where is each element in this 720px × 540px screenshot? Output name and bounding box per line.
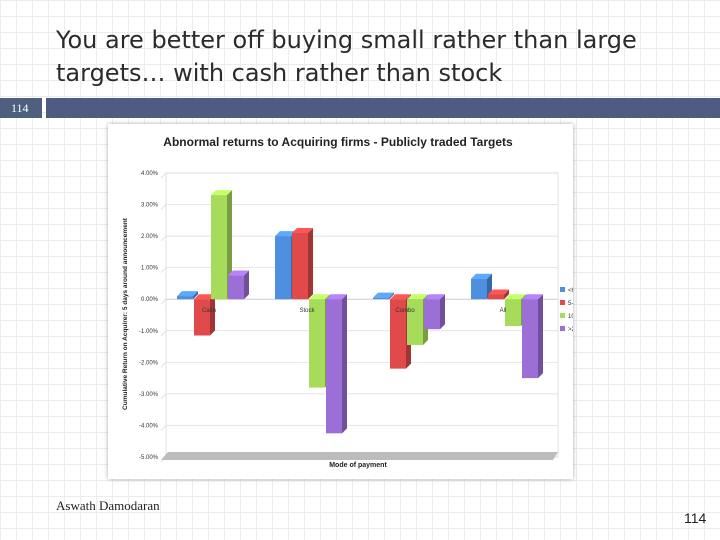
bar-top	[390, 294, 411, 300]
y-tick-label: 0.00%	[141, 297, 159, 303]
bar-top	[228, 270, 249, 276]
bar-stock-2	[309, 299, 325, 388]
bar-cash-1	[194, 299, 210, 336]
bar-all-1	[488, 294, 504, 300]
abnormal-returns-chart: Abnormal returns to Acquiring firms - Pu…	[122, 135, 598, 469]
bar-cash-3	[228, 275, 244, 300]
gridline-depth	[160, 267, 167, 273]
bar-side	[389, 292, 394, 300]
slide-title: You are better off buying small rather t…	[56, 24, 676, 90]
legend-label: 5-9.99%	[568, 301, 573, 307]
gridline-depth	[160, 172, 167, 179]
bar-side	[440, 294, 445, 330]
bar-top	[373, 292, 394, 298]
bar-top	[275, 231, 296, 237]
bar-combo-3	[424, 299, 440, 330]
legend-swatch	[560, 300, 565, 305]
bar-top	[522, 294, 543, 300]
bar-top	[177, 291, 198, 297]
gridline-depth	[160, 330, 167, 337]
gridline-depth	[160, 298, 167, 305]
y-tick-label: -1.00%	[139, 329, 159, 335]
bar-combo-2	[407, 299, 423, 345]
bar-side	[210, 294, 215, 336]
bar-cash-2	[211, 195, 227, 300]
bar-top	[292, 227, 313, 233]
category-label: Combo	[395, 308, 415, 314]
bar-top	[326, 294, 347, 300]
bar-all-3	[522, 299, 538, 379]
y-tick-label: 2.00%	[141, 234, 159, 240]
gridline-depth	[160, 235, 167, 242]
y-tick-label: 3.00%	[141, 203, 159, 209]
bar-side	[308, 227, 313, 300]
slide-number-badge-text: 114	[11, 101, 29, 115]
bar-top	[488, 289, 509, 295]
y-tick-label: -3.00%	[139, 392, 159, 398]
gridline-depth	[160, 204, 167, 210]
bar-side	[244, 270, 249, 300]
header-bar	[46, 98, 720, 118]
chart-title: Abnormal returns to Acquiring firms - Pu…	[163, 135, 513, 149]
bar-top	[471, 273, 492, 279]
title-line-2: targets… with cash rather than stock	[56, 59, 503, 87]
title-line-1: You are better off buying small rather t…	[56, 26, 637, 54]
bar-top	[407, 294, 428, 300]
slide-number-badge: 114	[0, 98, 42, 118]
bar-cash-0	[177, 296, 193, 300]
bar-top	[424, 294, 445, 300]
chart-y-axis-label: Cumulative Return on Acquirer: 5 days ar…	[122, 217, 129, 410]
legend-label: <6%	[568, 288, 573, 294]
gridline-depth	[160, 425, 167, 431]
bar-stock-3	[326, 299, 342, 434]
legend-swatch	[560, 287, 565, 292]
y-tick-label: 4.00%	[141, 171, 159, 177]
bar-top	[505, 294, 526, 300]
legend-swatch	[560, 326, 565, 331]
category-label: Stock	[299, 308, 315, 314]
footer-page-number: 114	[684, 510, 707, 526]
bar-all-2	[505, 299, 521, 327]
bar-side	[504, 289, 509, 300]
bar-combo-1	[390, 299, 406, 369]
bar-stock-1	[292, 232, 308, 300]
chart-frame: Abnormal returns to Acquiring firms - Pu…	[108, 124, 598, 479]
footer-author: Aswath Damodaran	[56, 498, 160, 513]
bar-stock-0	[275, 236, 291, 300]
legend-label: 10-19.99%	[568, 314, 573, 320]
gridline-depth	[160, 362, 167, 368]
chart-floor	[161, 452, 558, 460]
bar-top	[211, 190, 232, 196]
legend-label: >20%	[568, 327, 573, 333]
bar-side	[227, 190, 232, 300]
bar-top	[309, 294, 330, 300]
y-tick-label: -2.00%	[139, 360, 159, 366]
y-tick-label: -4.00%	[139, 423, 159, 429]
bar-side	[538, 294, 543, 379]
bar-all-0	[471, 278, 487, 300]
chart-x-axis-label: Mode of payment	[329, 462, 387, 469]
y-tick-label: -5.00%	[139, 455, 159, 461]
category-label: All	[500, 308, 507, 314]
y-tick-label: 1.00%	[141, 266, 159, 272]
bar-side	[342, 294, 347, 434]
category-label: Cash	[202, 308, 216, 314]
bar-side	[193, 291, 198, 300]
bar-combo-0	[373, 297, 389, 300]
bar-top	[194, 294, 215, 300]
gridline-depth	[160, 393, 167, 400]
legend-swatch	[560, 313, 565, 318]
